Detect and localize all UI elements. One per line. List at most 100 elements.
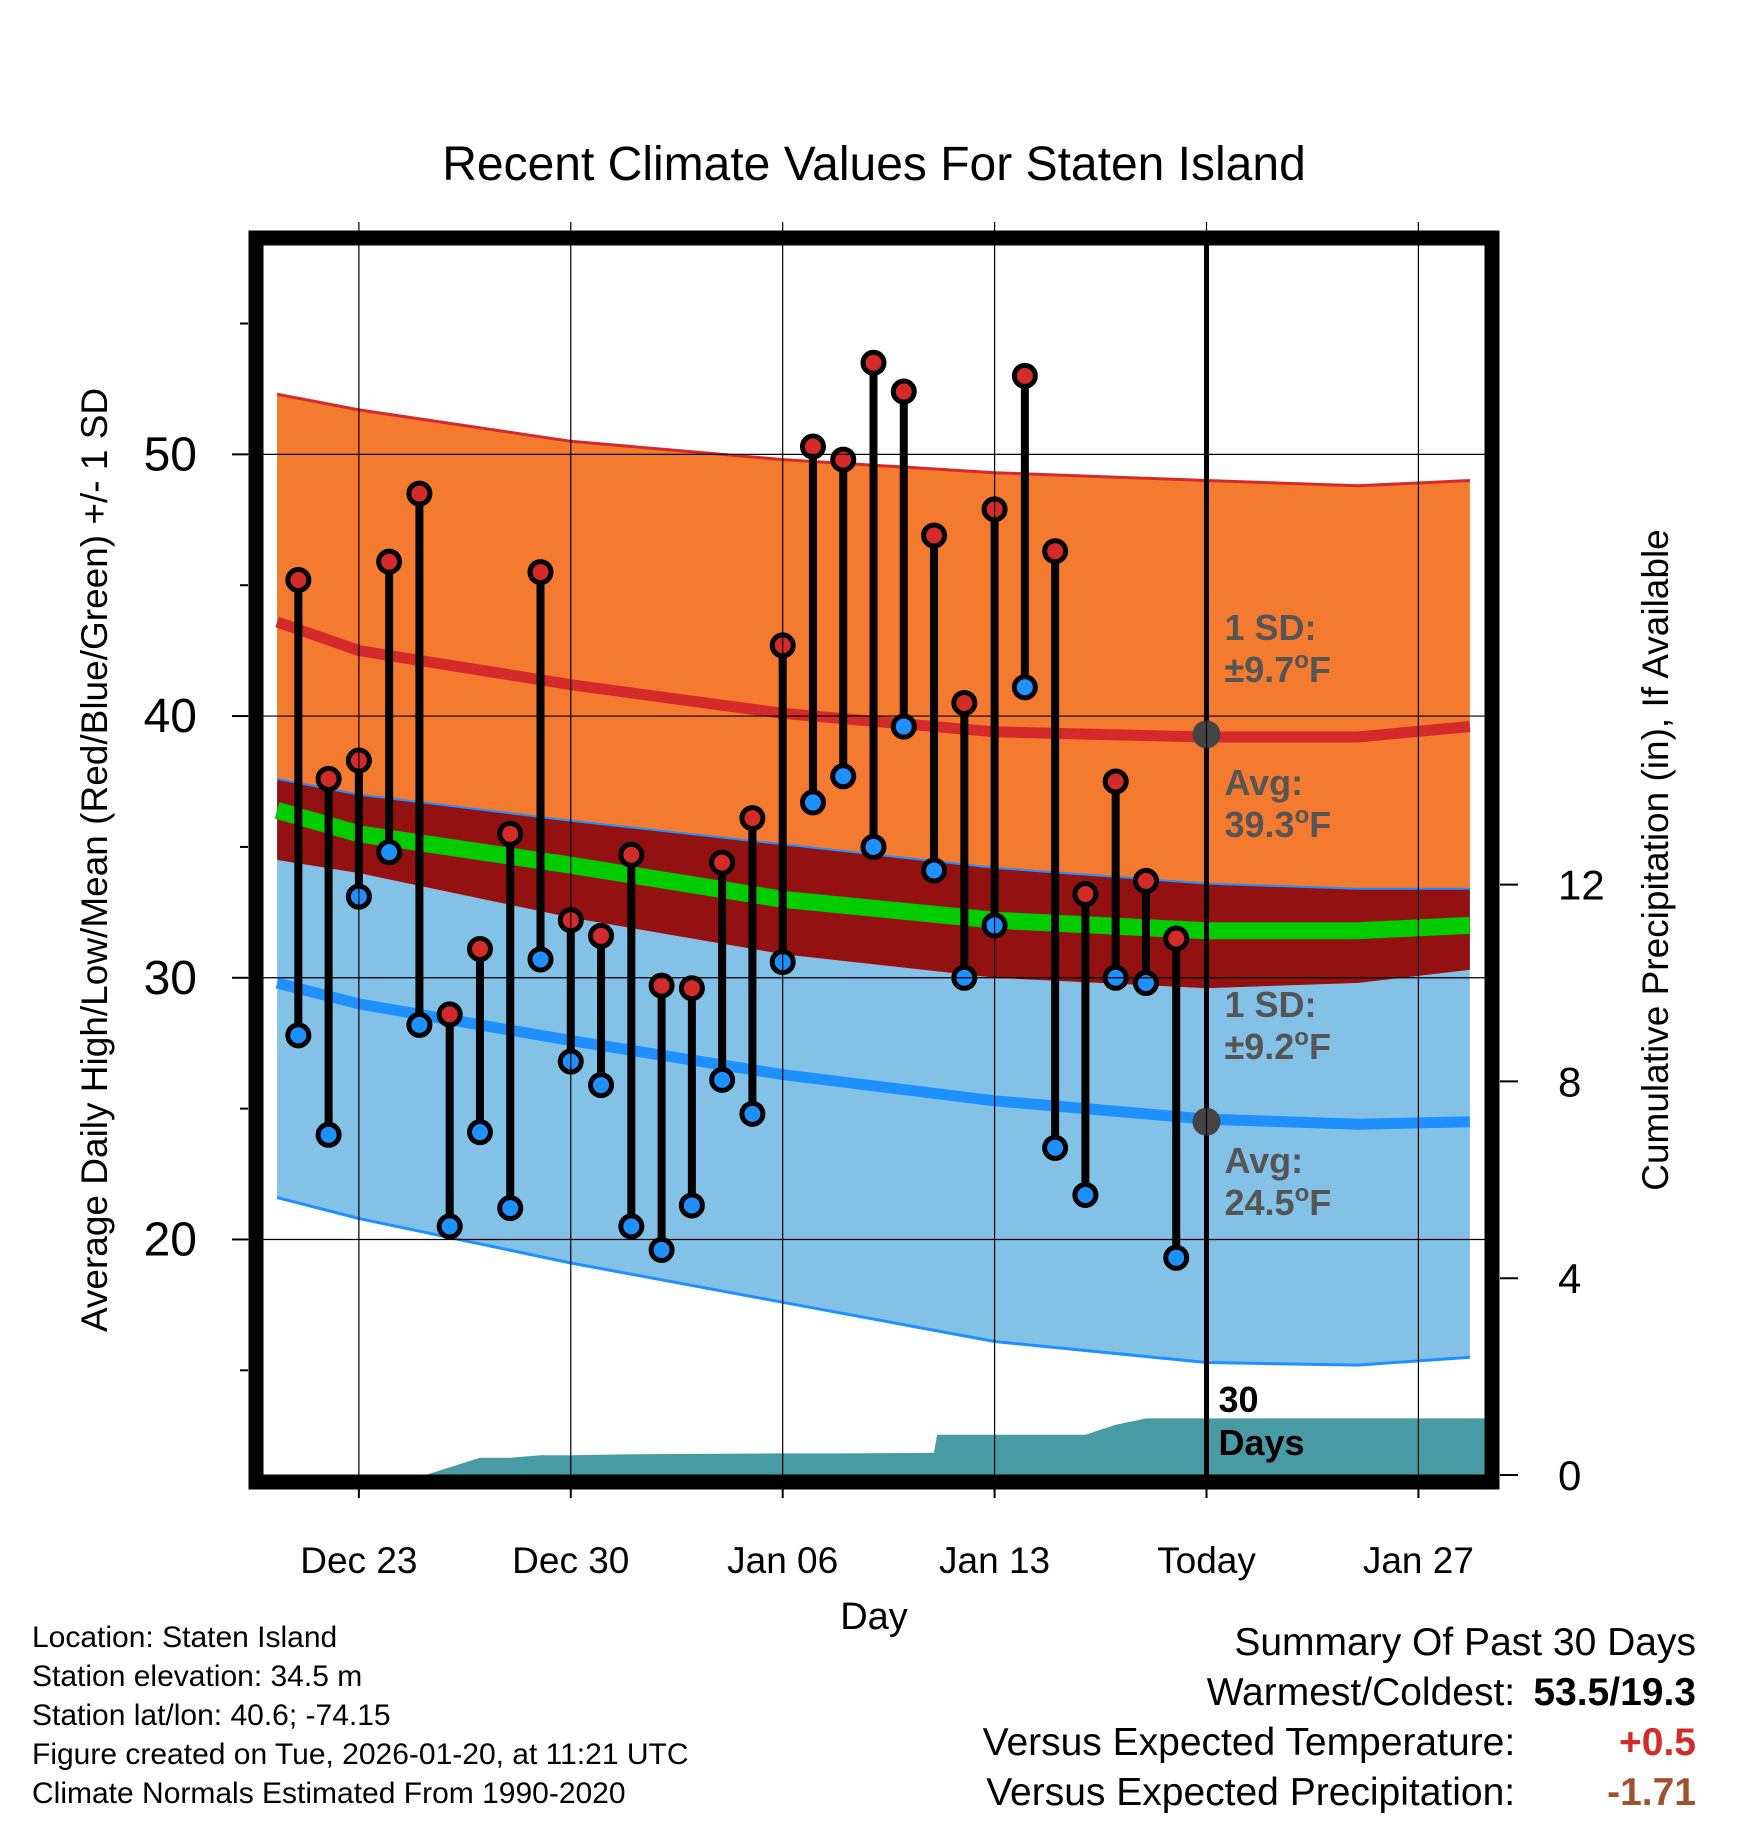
daily-high-dot bbox=[436, 1001, 463, 1028]
plot-frame bbox=[248, 230, 1500, 1490]
daily-low-dot bbox=[315, 1121, 342, 1148]
high-sd-annotation-label: 1 SD: bbox=[1224, 607, 1316, 648]
axes: Dec 23 Dec 30 Jan 06 Jan 13 Today Jan 27 20 30 4… bbox=[74, 222, 1676, 1638]
x-tick-label: Jan 13 bbox=[939, 1540, 1050, 1581]
daily-low-dot bbox=[285, 1022, 312, 1049]
window-days-count: 30 bbox=[1218, 1379, 1258, 1420]
warmest-label: Warmest/Coldest: bbox=[1206, 1671, 1516, 1714]
low-sd-band bbox=[277, 860, 1470, 1366]
daily-high-dot bbox=[830, 446, 857, 473]
summary-title: Summary Of Past 30 Days bbox=[1234, 1621, 1696, 1664]
daily-low-dot bbox=[527, 946, 554, 973]
daily-low-dot bbox=[376, 839, 403, 866]
daily-low-dot bbox=[436, 1213, 463, 1240]
daily-high-dot bbox=[1011, 362, 1038, 389]
daily-high-dot bbox=[1163, 925, 1190, 952]
x-tick-label: Dec 23 bbox=[300, 1540, 417, 1581]
high-sd-annotation-value: ±9.7oF bbox=[1224, 647, 1330, 690]
daily-high-dot bbox=[618, 841, 645, 868]
daily-low-dot bbox=[860, 833, 887, 860]
y2-tick-label: 12 bbox=[1558, 862, 1605, 909]
low-normal-line bbox=[275, 977, 1471, 1130]
y2-tick-label: 0 bbox=[1558, 1452, 1581, 1499]
daily-high-dot bbox=[315, 765, 342, 792]
high-avg-annotation-value: 39.3oF bbox=[1224, 802, 1331, 845]
low-sd-annotation-label: 1 SD: bbox=[1224, 984, 1316, 1025]
daily-low-dot bbox=[1011, 674, 1038, 701]
daily-low-dot bbox=[739, 1100, 766, 1127]
daily-low-dot bbox=[799, 789, 826, 816]
daily-high-dot bbox=[678, 975, 705, 1002]
chart-title: Recent Climate Values For Staten Island bbox=[442, 138, 1306, 191]
mean-normal-line bbox=[274, 802, 1471, 940]
warmest-value: 53.5/19.3 bbox=[1533, 1671, 1696, 1714]
daily-high-dot bbox=[406, 480, 433, 507]
precip-departure-label: Versus Expected Precipitation: bbox=[986, 1771, 1516, 1814]
daily-high-dot bbox=[799, 433, 826, 460]
high-lower-edge bbox=[276, 777, 1470, 890]
normals-text: Climate Normals Estimated From 1990-2020 bbox=[32, 1777, 626, 1810]
daily-low-dot bbox=[1072, 1181, 1099, 1208]
latlon-text: Station lat/lon: 40.6; -74.15 bbox=[32, 1699, 391, 1732]
daily-low-dot bbox=[921, 857, 948, 884]
daily-low-dot bbox=[678, 1192, 705, 1219]
y-tick-label: 20 bbox=[144, 1213, 197, 1266]
daily-high-dot bbox=[466, 935, 493, 962]
daily-high-dot bbox=[890, 378, 917, 405]
x-tick-label: Jan 06 bbox=[727, 1540, 838, 1581]
high-normal-line bbox=[275, 616, 1471, 743]
daily-low-dot bbox=[466, 1119, 493, 1146]
x-tick-label: Today bbox=[1157, 1540, 1256, 1581]
daily-low-dot bbox=[406, 1011, 433, 1038]
daily-high-dot bbox=[376, 548, 403, 575]
y-axis-label: Average Daily High/Low/Mean (Red/Blue/Gr… bbox=[74, 388, 115, 1332]
low-avg-annotation-value: 24.5oF bbox=[1224, 1180, 1331, 1223]
high-upper-edge bbox=[276, 392, 1470, 488]
daily-low-dot bbox=[1132, 970, 1159, 996]
daily-low-dot bbox=[709, 1066, 736, 1093]
precip-area bbox=[262, 1418, 1485, 1475]
daily-low-dot bbox=[588, 1072, 615, 1099]
daily-high-dot bbox=[1102, 768, 1129, 795]
station-info: Location: Staten Island Station elevatio… bbox=[32, 1618, 689, 1813]
daily-high-dot bbox=[588, 922, 615, 949]
daily-high-dot bbox=[1042, 538, 1069, 565]
daily-low-dot bbox=[618, 1213, 645, 1240]
temp-departure-value: +0.5 bbox=[1619, 1721, 1696, 1764]
daily-low-dot bbox=[648, 1236, 675, 1263]
summary-panel: Summary Of Past 30 Days Warmest/Coldest:… bbox=[983, 1618, 1696, 1818]
location-text: Location: Staten Island bbox=[32, 1621, 338, 1654]
daily-high-dot bbox=[1132, 867, 1159, 894]
daily-high-dot bbox=[739, 805, 766, 832]
temp-departure-label: Versus Expected Temperature: bbox=[982, 1721, 1516, 1764]
daily-high-dot bbox=[497, 820, 524, 847]
daily-low-dot bbox=[497, 1195, 524, 1222]
daily-high-dot bbox=[285, 566, 312, 593]
created-text: Figure created on Tue, 2026-01-20, at 11… bbox=[32, 1738, 689, 1771]
y-tick-label: 50 bbox=[144, 428, 197, 481]
window-days-label: Days bbox=[1218, 1422, 1304, 1463]
y-tick-label: 40 bbox=[144, 690, 197, 743]
daily-high-dot bbox=[860, 349, 887, 376]
y2-tick-label: 8 bbox=[1558, 1058, 1581, 1105]
daily-low-dot bbox=[1163, 1244, 1190, 1271]
low-lower-edge bbox=[276, 1196, 1471, 1367]
x-tick-label: Jan 27 bbox=[1363, 1540, 1474, 1581]
daily-high-dot bbox=[921, 522, 948, 549]
daily-low-dot bbox=[830, 763, 857, 790]
x-axis-label: Day bbox=[840, 1596, 908, 1638]
precip-departure-value: -1.71 bbox=[1607, 1771, 1696, 1814]
daily-low-dot bbox=[1042, 1134, 1069, 1161]
y2-tick-label: 4 bbox=[1558, 1255, 1581, 1302]
y-tick-label: 30 bbox=[144, 952, 197, 1005]
daily-high-dot bbox=[951, 689, 978, 716]
daily-high-dot bbox=[1072, 881, 1099, 908]
low-sd-annotation-value: ±9.2oF bbox=[1224, 1024, 1330, 1067]
daily-low-dot bbox=[890, 713, 917, 740]
daily-high-dot bbox=[709, 849, 736, 876]
low-avg-annotation-label: Avg: bbox=[1224, 1140, 1303, 1181]
high-avg-annotation-label: Avg: bbox=[1224, 762, 1303, 803]
y2-axis-label: Cumulative Precipitation (in), If Availa… bbox=[1635, 529, 1676, 1191]
